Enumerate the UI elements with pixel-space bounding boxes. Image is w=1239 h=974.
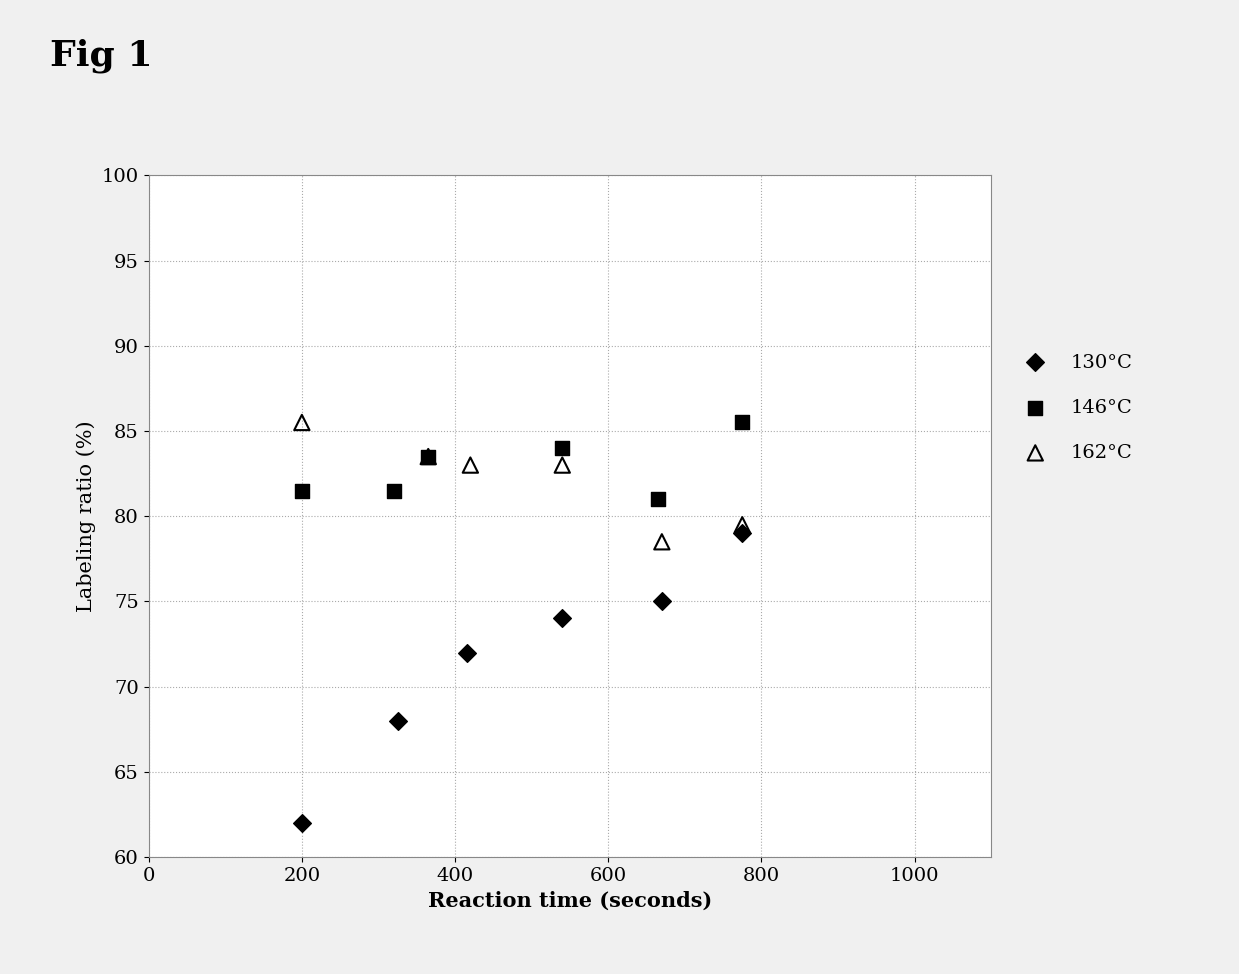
146°C: [292, 483, 312, 499]
162°C: [553, 458, 572, 473]
130°C: [457, 645, 477, 660]
Text: Fig 1: Fig 1: [50, 39, 152, 73]
146°C: [384, 483, 404, 499]
162°C: [652, 534, 672, 549]
162°C: [461, 458, 481, 473]
130°C: [732, 526, 752, 542]
X-axis label: Reaction time (seconds): Reaction time (seconds): [427, 890, 712, 911]
Y-axis label: Labeling ratio (%): Labeling ratio (%): [77, 421, 97, 612]
130°C: [553, 611, 572, 626]
146°C: [419, 449, 439, 465]
162°C: [292, 415, 312, 431]
146°C: [648, 492, 668, 507]
146°C: [553, 440, 572, 456]
Legend: 130°C, 146°C, 162°C: 130°C, 146°C, 162°C: [1009, 346, 1140, 469]
162°C: [732, 517, 752, 533]
162°C: [419, 449, 439, 465]
130°C: [388, 713, 408, 729]
130°C: [292, 815, 312, 831]
130°C: [652, 594, 672, 610]
146°C: [732, 415, 752, 431]
